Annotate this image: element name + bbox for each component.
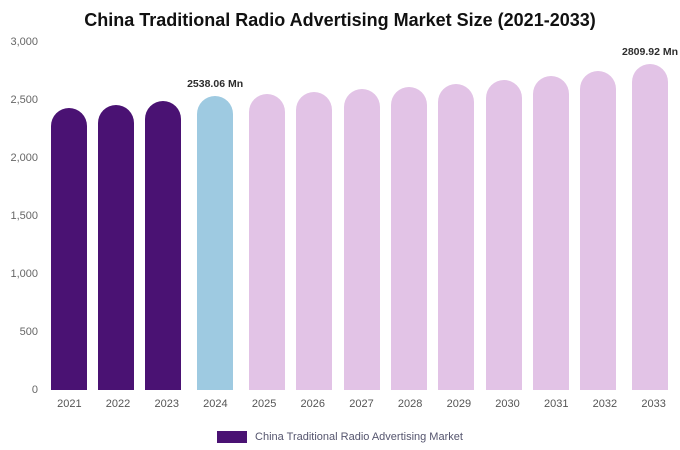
y-tick-label-2500: 2,500 [10, 94, 38, 106]
y-axis: 0 500 1,000 1,500 2,000 2,500 3,000 [0, 36, 40, 396]
x-tick-label-2029: 2029 [446, 398, 472, 410]
plot-area: 2538.06 Mn 2809.92 Mn [45, 42, 678, 390]
bar-2033[interactable] [632, 64, 669, 390]
bar-2021[interactable] [50, 108, 87, 390]
bar-slot-2025 [243, 42, 290, 390]
x-tick-label-2022: 2022 [105, 398, 131, 410]
x-tick-label-2025: 2025 [251, 398, 277, 410]
bar-slot-2024: 2538.06 Mn [187, 42, 243, 390]
x-tick-label-2021: 2021 [57, 398, 82, 410]
bar-slot-2033: 2809.92 Mn [622, 42, 678, 390]
bar-value-label-2024: 2538.06 Mn [187, 77, 244, 90]
bar-slot-2021 [45, 42, 92, 390]
bar-2024[interactable] [197, 95, 234, 390]
x-tick-label-2027: 2027 [349, 398, 374, 410]
x-tick-label-2032: 2032 [592, 398, 618, 410]
y-tick-label-1500: 1,500 [10, 210, 38, 222]
bar-slot-2023 [140, 42, 187, 390]
x-tick-label-2033: 2033 [641, 398, 666, 410]
x-tick-label-2030: 2030 [495, 398, 520, 410]
bar-2025[interactable] [248, 93, 285, 390]
legend: China Traditional Radio Advertising Mark… [0, 431, 680, 443]
x-axis: 2021 2022 2023 2024 2025 2026 2027 2028 2029 2030… [45, 398, 678, 414]
y-tick-label-1000: 1,000 [10, 268, 38, 280]
bar-2022[interactable] [98, 104, 135, 390]
x-tick-label-2031: 2031 [543, 398, 569, 410]
bar-2023[interactable] [145, 100, 182, 390]
y-tick-label-500: 500 [19, 326, 38, 338]
bar-2026[interactable] [296, 91, 333, 390]
legend-label: China Traditional Radio Advertising Mark… [255, 431, 463, 443]
bar-2029[interactable] [438, 83, 475, 390]
bar-slot-2026 [290, 42, 337, 390]
x-tick-label-2023: 2023 [154, 398, 179, 410]
y-tick-label-3000: 3,000 [10, 36, 38, 48]
x-tick-label-2026: 2026 [300, 398, 326, 410]
x-tick-label-2028: 2028 [397, 398, 423, 410]
legend-swatch[interactable] [217, 431, 248, 443]
chart-title: China Traditional Radio Advertising Mark… [84, 10, 596, 30]
bar-2031[interactable] [532, 76, 569, 390]
bar-slot-2030 [480, 42, 527, 390]
x-tick-label-2024: 2024 [203, 398, 228, 410]
bar-slot-2029 [433, 42, 480, 390]
bar-slot-2032 [575, 42, 622, 390]
bar-slot-2028 [385, 42, 432, 390]
bar-2032[interactable] [580, 71, 617, 390]
bar-slot-2031 [527, 42, 574, 390]
bar-slot-2022 [92, 42, 139, 390]
bar-slot-2027 [338, 42, 385, 390]
bar-value-label-2033: 2809.92 Mn [622, 46, 679, 59]
y-tick-label-0: 0 [31, 384, 38, 396]
bar-2027[interactable] [343, 89, 380, 390]
bar-2030[interactable] [485, 80, 522, 390]
y-tick-label-2000: 2,000 [10, 152, 38, 164]
bar-2028[interactable] [390, 86, 427, 390]
